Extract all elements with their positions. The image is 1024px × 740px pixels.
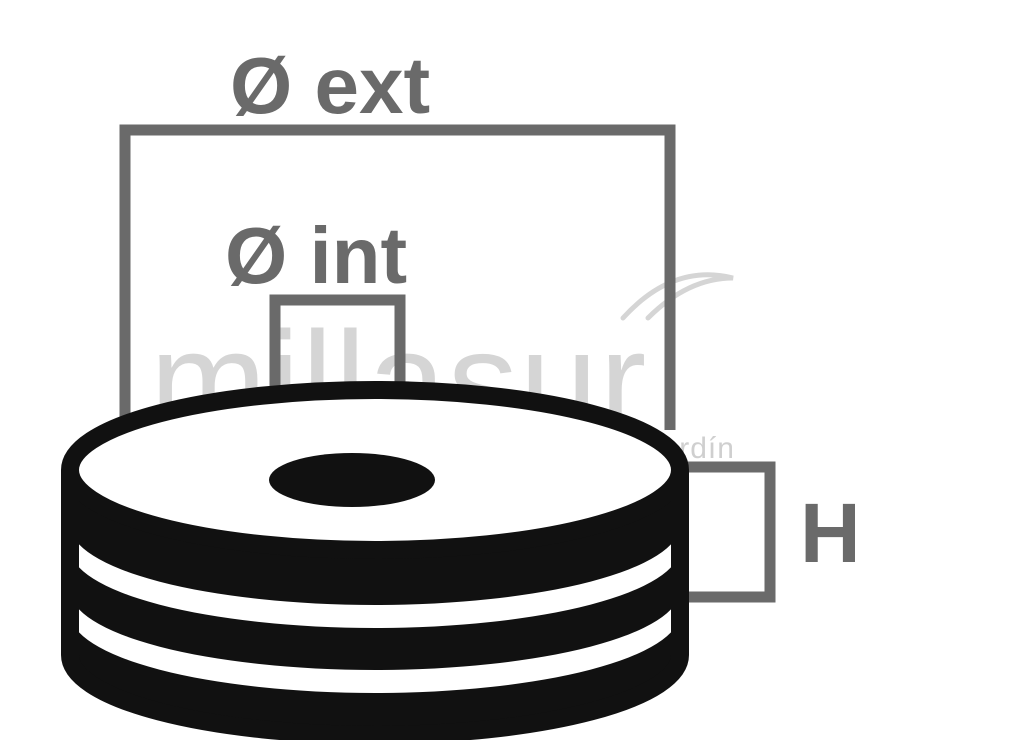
diagram-canvas: millasur maquinaria y recambios bosque &… (0, 0, 1024, 740)
diagram-svg (0, 0, 1024, 740)
label-height: H (800, 485, 861, 582)
cylinder-hole (269, 453, 435, 507)
label-ext-diameter: Ø ext (230, 40, 430, 132)
label-int-diameter: Ø int (225, 210, 407, 302)
cylinder-group (70, 390, 680, 735)
bracket-height (685, 467, 770, 597)
